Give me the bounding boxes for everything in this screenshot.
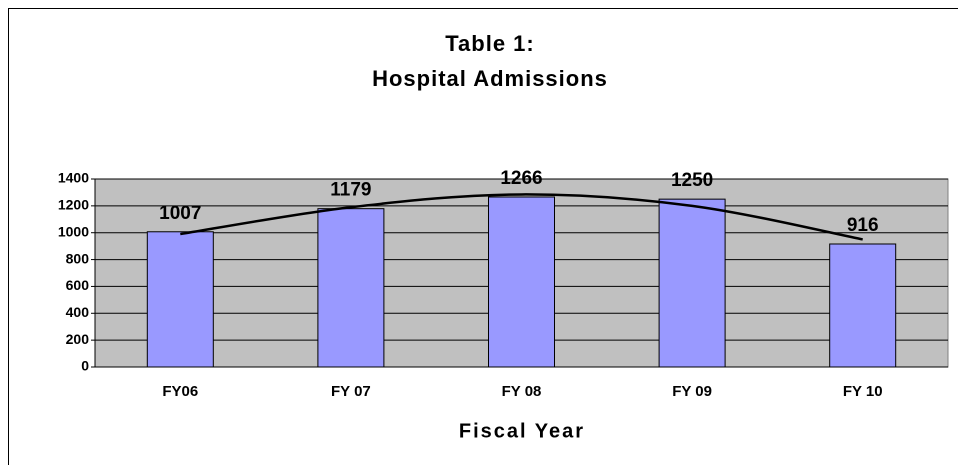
- y-tick-label: 0: [81, 358, 89, 374]
- chart-title: Hospital Admissions: [372, 66, 608, 91]
- bar: [146, 231, 214, 368]
- y-tick-label: 400: [66, 304, 90, 320]
- trend-line: [180, 193, 863, 241]
- x-tick-label: FY 08: [502, 383, 542, 400]
- chart-frame: [8, 8, 958, 465]
- y-tick-label: 1000: [58, 223, 89, 239]
- data-label: 1179: [330, 180, 371, 201]
- x-tick-label: FY06: [162, 383, 198, 400]
- data-label: 1007: [159, 203, 201, 224]
- bar: [658, 198, 726, 368]
- data-label: 916: [847, 215, 879, 236]
- bar: [488, 196, 555, 368]
- x-tick-label: FY 07: [331, 383, 371, 400]
- bar: [829, 243, 897, 368]
- data-label: 1250: [671, 170, 713, 191]
- y-tick-label: 800: [66, 250, 90, 266]
- x-tick-label: FY 09: [672, 383, 712, 400]
- y-tick-label: 200: [66, 331, 90, 347]
- chart-title: Table 1:: [445, 31, 535, 56]
- bar: [317, 208, 385, 368]
- data-label: 1266: [500, 168, 542, 189]
- y-tick-label: 600: [66, 277, 90, 293]
- y-tick-label: 1200: [58, 197, 89, 213]
- x-axis-label: Fiscal Year: [459, 420, 585, 442]
- x-tick-label: FY 10: [843, 383, 883, 400]
- y-tick-label: 1400: [58, 170, 89, 186]
